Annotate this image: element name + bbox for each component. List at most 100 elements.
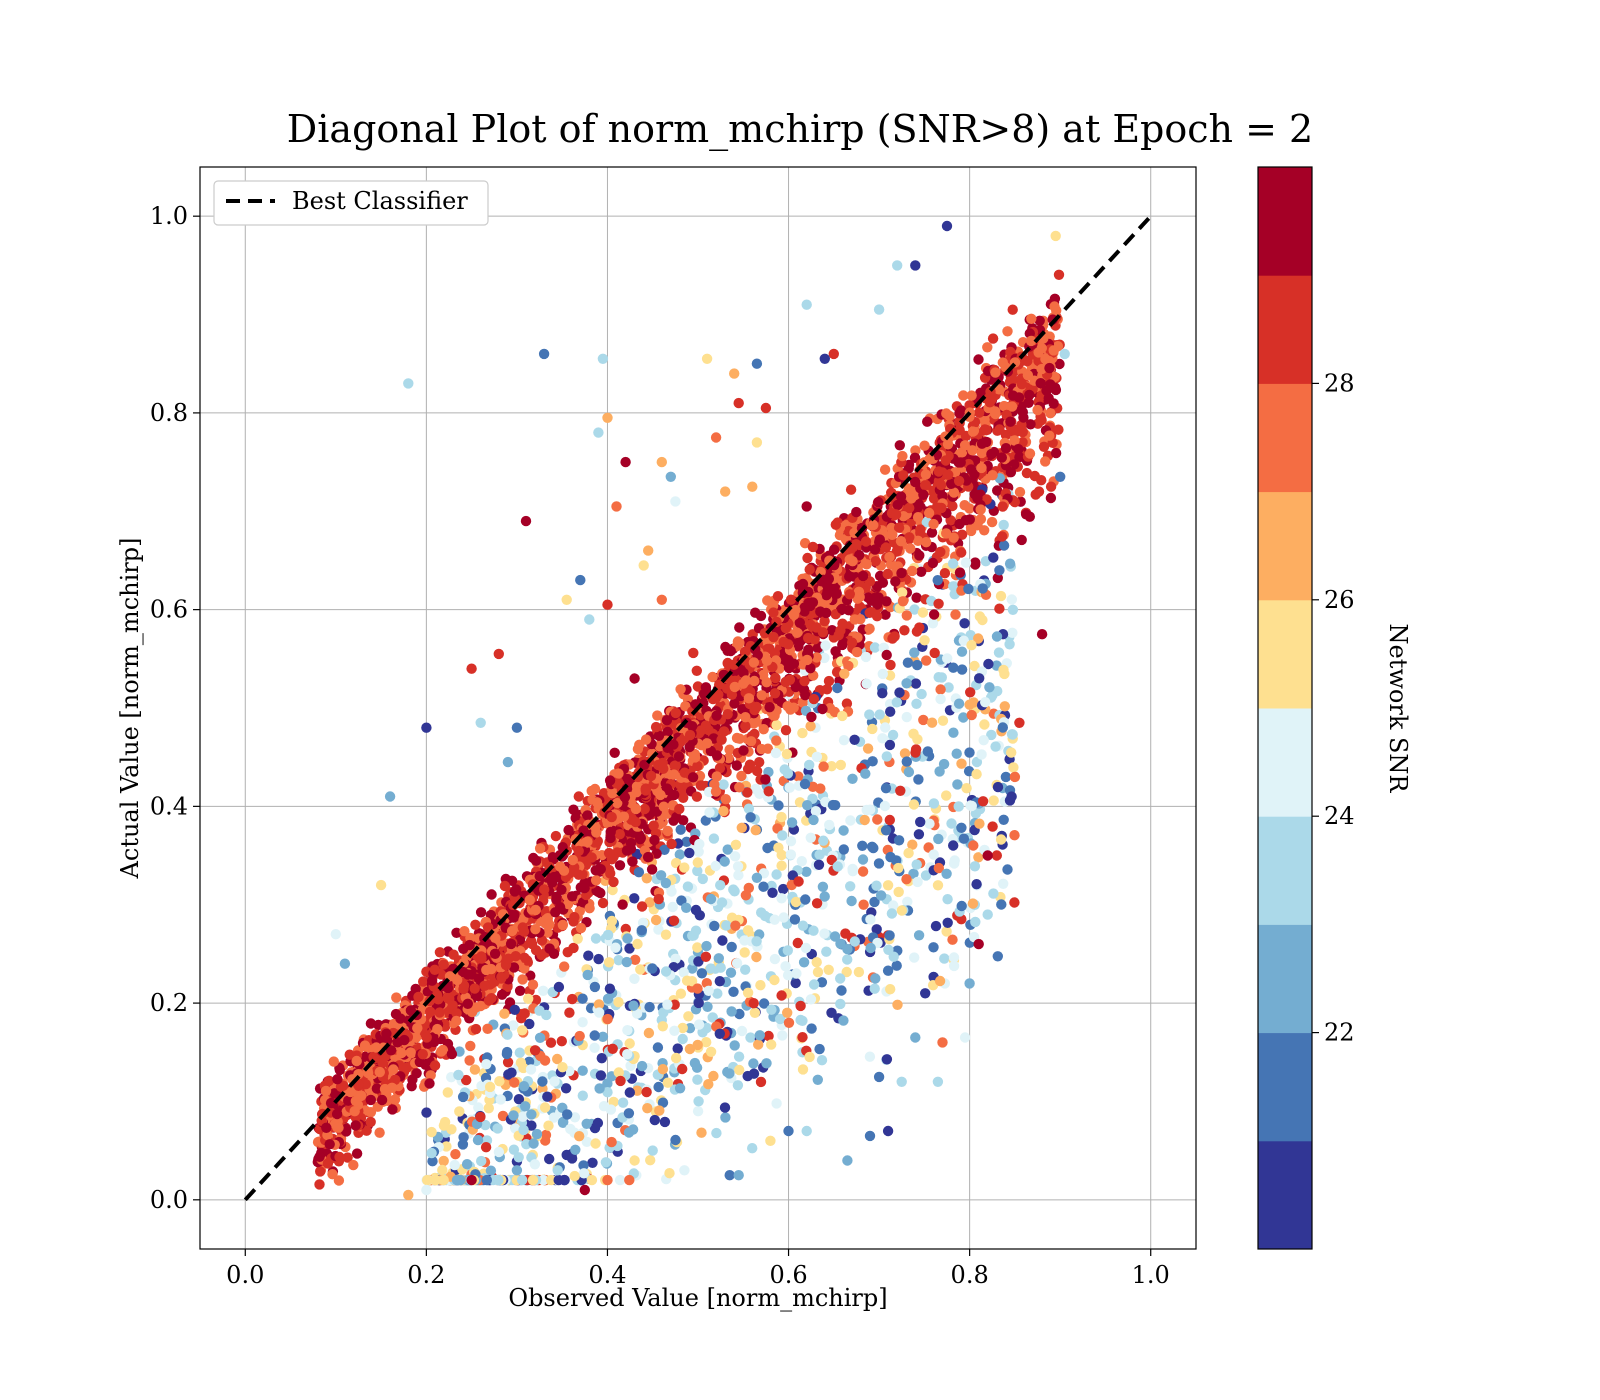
data-point <box>964 400 975 411</box>
data-point <box>589 981 601 993</box>
data-point <box>718 726 730 737</box>
data-point <box>971 879 982 890</box>
data-point <box>998 664 1009 676</box>
colorbar-frame <box>1257 166 1313 1250</box>
data-point <box>808 925 819 936</box>
colorbar-segment <box>1258 167 1312 276</box>
data-point <box>582 969 593 981</box>
data-point <box>884 930 895 941</box>
data-point <box>740 964 751 975</box>
data-point <box>654 1105 665 1116</box>
data-point <box>942 894 953 905</box>
data-point <box>895 491 907 502</box>
data-point <box>771 735 782 746</box>
data-point <box>812 1074 823 1086</box>
y-axis-ticks: 0.00.20.40.60.81.0 <box>150 202 200 1214</box>
data-point <box>351 1055 362 1067</box>
data-point <box>805 832 816 843</box>
data-point <box>797 727 808 739</box>
colorbar-tick-label: 22 <box>1324 1019 1355 1047</box>
data-point <box>836 603 848 615</box>
data-point <box>812 966 824 978</box>
data-point <box>998 878 1009 889</box>
data-point <box>422 1174 433 1186</box>
data-point <box>518 926 530 937</box>
data-point <box>529 1159 541 1170</box>
data-point <box>480 1119 491 1131</box>
data-point <box>841 966 852 978</box>
data-point <box>454 1106 465 1117</box>
data-point <box>506 875 518 886</box>
data-point <box>649 834 660 846</box>
data-point <box>979 525 990 536</box>
data-point <box>640 734 652 745</box>
data-point <box>783 1017 795 1028</box>
data-point <box>751 872 763 883</box>
data-point <box>389 1094 401 1105</box>
data-point <box>494 1076 505 1087</box>
data-point <box>976 438 988 449</box>
data-point <box>451 1015 462 1027</box>
data-point <box>466 1174 477 1186</box>
data-point <box>598 1101 610 1112</box>
data-point <box>334 1064 345 1076</box>
data-point <box>894 687 905 698</box>
data-point <box>904 532 915 543</box>
data-point <box>758 724 769 735</box>
data-point <box>1008 762 1019 773</box>
data-point <box>845 881 856 892</box>
data-point <box>854 550 865 561</box>
data-point <box>732 1080 744 1091</box>
data-point <box>730 920 741 931</box>
data-point <box>791 627 803 638</box>
data-point <box>731 760 742 771</box>
data-point <box>959 1032 971 1043</box>
data-point <box>387 1104 398 1115</box>
data-point <box>466 663 477 674</box>
data-point <box>948 952 960 963</box>
data-point <box>684 741 695 753</box>
data-point <box>1049 301 1060 312</box>
data-point <box>679 1165 690 1176</box>
data-point <box>828 348 839 360</box>
data-point <box>641 873 652 884</box>
data-point <box>912 535 924 546</box>
data-point <box>531 1128 543 1140</box>
data-point <box>977 796 989 807</box>
data-point <box>458 1132 469 1143</box>
data-point <box>717 935 728 946</box>
data-point <box>929 647 940 659</box>
data-point <box>795 1014 806 1026</box>
data-point <box>743 803 755 814</box>
data-point <box>946 818 957 829</box>
data-point <box>567 854 578 866</box>
data-point <box>677 1022 688 1034</box>
colorbar-segment <box>1258 1032 1312 1142</box>
data-point <box>885 706 896 717</box>
data-point <box>569 1170 580 1182</box>
data-point <box>632 938 643 950</box>
data-point <box>729 368 740 379</box>
x-tick-label: 0.2 <box>407 1261 445 1289</box>
data-point <box>539 1055 551 1066</box>
data-point <box>766 1004 777 1015</box>
data-point <box>909 604 920 615</box>
data-point <box>442 982 454 994</box>
data-point <box>817 627 829 638</box>
data-point <box>690 925 702 936</box>
data-point <box>982 850 993 861</box>
data-point <box>483 1103 494 1114</box>
data-point <box>763 786 774 797</box>
data-point <box>988 552 999 563</box>
data-point <box>670 1134 681 1146</box>
data-point <box>933 598 944 609</box>
data-point <box>937 715 949 726</box>
data-point <box>864 623 875 634</box>
data-point <box>323 1075 335 1087</box>
data-point <box>602 412 613 423</box>
data-point <box>379 1083 391 1095</box>
data-point <box>696 968 708 979</box>
data-point <box>527 979 539 990</box>
data-point <box>345 1086 356 1098</box>
x-tick-label: 0.8 <box>951 1261 989 1289</box>
